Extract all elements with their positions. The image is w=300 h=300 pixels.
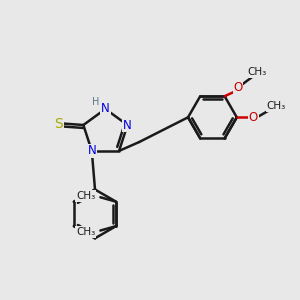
Text: CH₃: CH₃ [267,101,286,111]
Text: N: N [123,118,132,131]
Text: S: S [55,116,63,130]
Text: N: N [87,144,96,158]
Text: CH₃: CH₃ [76,227,95,237]
Text: CH₃: CH₃ [76,191,95,201]
Text: H: H [92,98,100,107]
Text: N: N [101,103,110,116]
Text: O: O [248,111,258,124]
Text: CH₃: CH₃ [248,68,267,77]
Text: O: O [233,81,243,94]
